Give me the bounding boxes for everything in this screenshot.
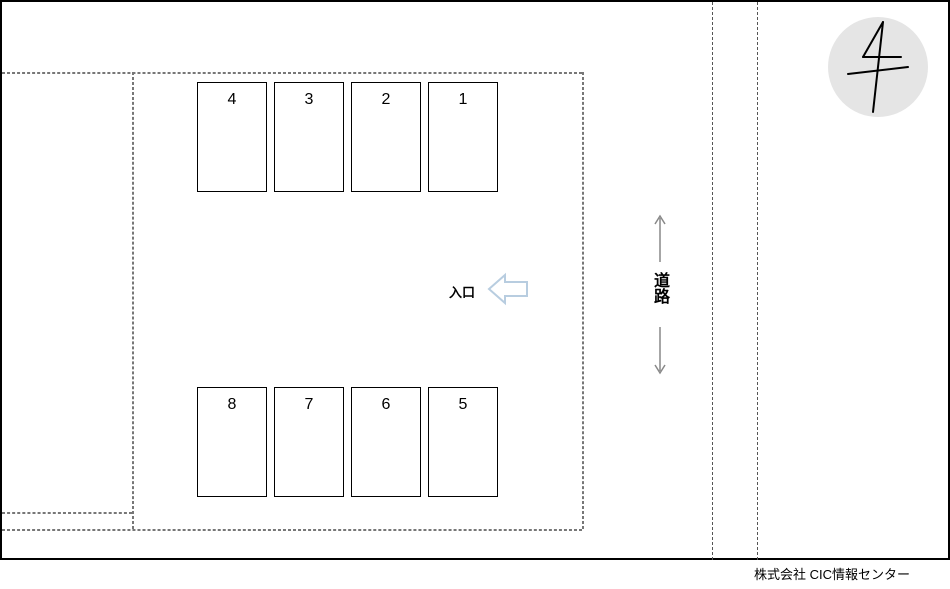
compass-icon (823, 12, 933, 122)
parking-label: 1 (459, 91, 468, 108)
lot-boundary (2, 72, 582, 74)
parking-label: 7 (305, 396, 314, 413)
parking-space-5: 5 (428, 387, 498, 497)
parking-label: 5 (459, 396, 468, 413)
parking-label: 2 (382, 91, 391, 108)
lot-boundary (2, 512, 132, 514)
entrance-arrow-icon (487, 269, 531, 314)
entrance-label: 入口 (449, 282, 475, 301)
parking-space-6: 6 (351, 387, 421, 497)
road-arrow-down-icon (653, 327, 667, 382)
parking-space-3: 3 (274, 82, 344, 192)
road-label: 道路 (647, 272, 671, 304)
parking-label: 3 (305, 91, 314, 108)
parking-label: 6 (382, 396, 391, 413)
parking-label: 8 (228, 396, 237, 413)
parking-space-4: 4 (197, 82, 267, 192)
road-boundary (712, 2, 713, 560)
parking-space-7: 7 (274, 387, 344, 497)
parking-space-8: 8 (197, 387, 267, 497)
lot-boundary (132, 72, 134, 529)
footer-credit: 株式会社 CIC情報センター (0, 560, 950, 583)
diagram-frame: 4 3 2 1 8 7 6 5 入口 道路 (0, 0, 950, 560)
parking-space-1: 1 (428, 82, 498, 192)
road-boundary (757, 2, 758, 560)
lot-boundary (582, 72, 584, 529)
parking-space-2: 2 (351, 82, 421, 192)
lot-boundary (2, 529, 582, 531)
parking-label: 4 (228, 91, 237, 108)
road-arrow-up-icon (653, 212, 667, 267)
